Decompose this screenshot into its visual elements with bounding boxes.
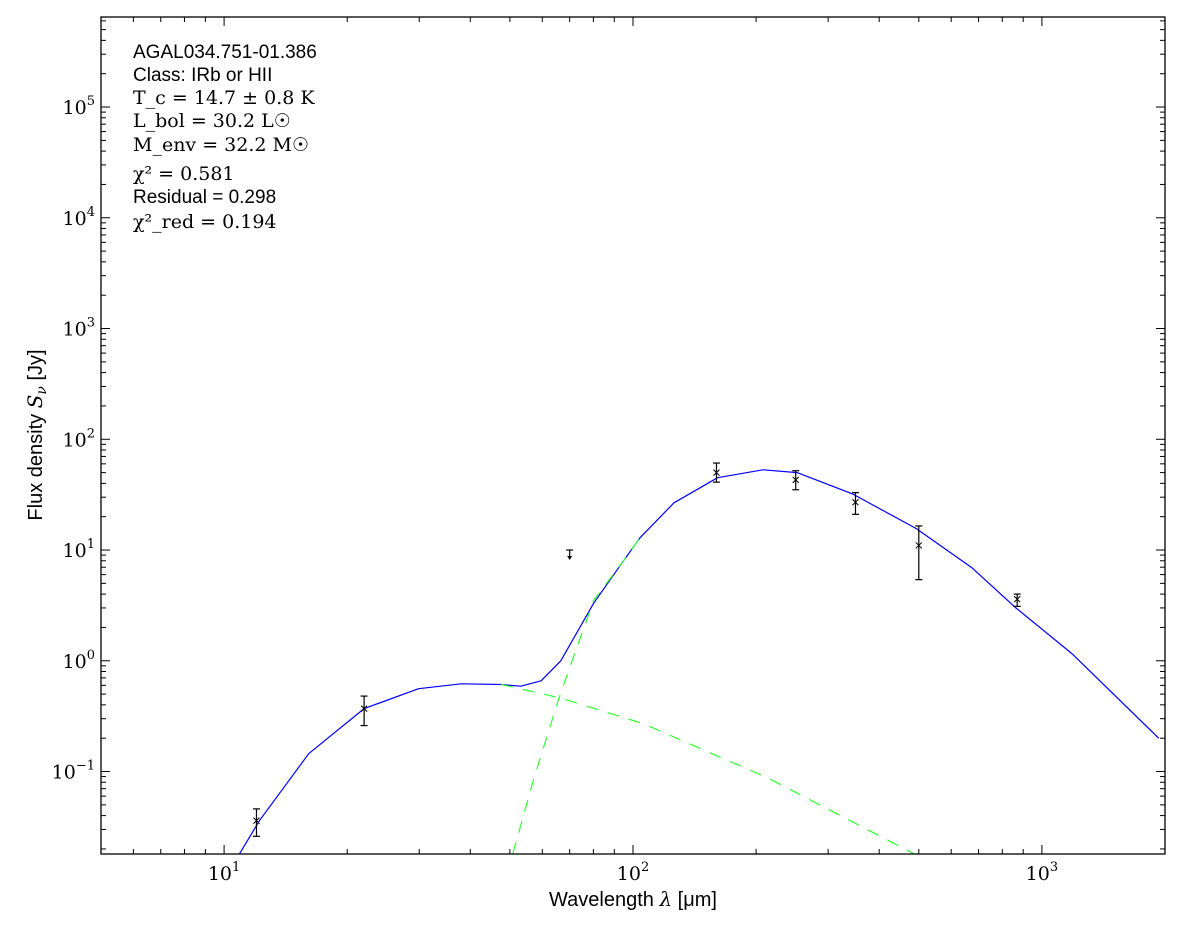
y-tick-label: 101 — [63, 537, 95, 562]
x-tick-label: 101 — [208, 860, 240, 885]
y-tick-label: 103 — [63, 316, 95, 341]
temperature-label: T_c = 14.7 ± 0.8 K — [133, 87, 315, 109]
x-tick-label: 102 — [617, 860, 649, 885]
series-warm-component — [501, 683, 915, 854]
mass-label: M_env = 32.2 M☉ — [133, 134, 309, 156]
series-cold-component — [512, 537, 641, 854]
y-tick-label: 100 — [63, 648, 95, 673]
point-marker — [1013, 595, 1021, 603]
chi2-label: χ² = 0.581 — [133, 163, 235, 185]
chi2-red-label: χ²_red = 0.194 — [133, 211, 277, 233]
point-marker — [360, 705, 368, 712]
data-point — [712, 462, 720, 483]
x-axis-label: Wavelength λ [μm] — [549, 887, 717, 911]
data-point — [252, 808, 260, 837]
data-point — [360, 695, 368, 727]
point-marker — [792, 476, 800, 484]
y-axis-label: Flux density Sν [Jy] — [23, 349, 50, 520]
source-class: Class: IRb or HII — [133, 65, 272, 86]
point-marker — [713, 469, 720, 476]
plot-marks — [238, 462, 1160, 854]
upper-limit — [566, 549, 574, 561]
series-total-model — [238, 469, 1160, 854]
y-tick-label: 10−1 — [52, 759, 95, 784]
point-marker — [852, 498, 859, 506]
point-marker — [915, 542, 923, 549]
data-point — [792, 470, 800, 491]
luminosity-label: L_bol = 30.2 L☉ — [133, 110, 291, 132]
axis-ticks: 101 102 103 10−1 100 101 102 103 104 105 — [52, 17, 1166, 885]
data-point — [851, 491, 859, 515]
plot-area — [238, 462, 1160, 854]
residual-label: Residual = 0.298 — [133, 187, 276, 208]
point-marker — [253, 817, 260, 825]
data-point — [1013, 593, 1021, 607]
y-tick-label: 104 — [63, 205, 95, 230]
data-point — [915, 525, 923, 581]
source-name: AGAL034.751-01.386 — [133, 42, 317, 63]
y-tick-label: 102 — [63, 426, 95, 451]
annotation-box: AGAL034.751-01.386 Class: IRb or HII T_c… — [133, 42, 317, 233]
y-tick-label: 105 — [63, 94, 95, 119]
x-tick-label: 103 — [1026, 860, 1058, 885]
upper-limit-arrow — [567, 556, 573, 561]
